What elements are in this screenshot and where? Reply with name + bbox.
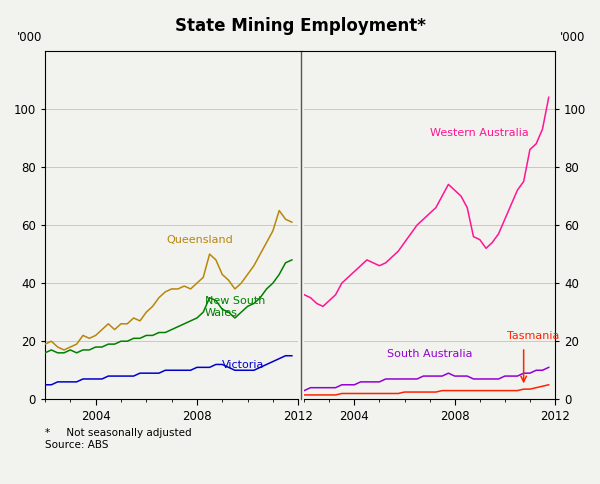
Text: '000: '000 [17,31,43,44]
Text: Victoria: Victoria [222,360,265,370]
Text: New South
Wales: New South Wales [205,296,265,318]
Text: Western Australia: Western Australia [430,128,529,138]
Text: Tasmania: Tasmania [508,331,560,341]
Text: State Mining Employment*: State Mining Employment* [175,17,425,35]
Text: South Australia: South Australia [387,348,472,359]
Text: Queensland: Queensland [167,235,233,245]
Text: *     Not seasonally adjusted
Source: ABS: * Not seasonally adjusted Source: ABS [45,428,191,450]
Text: '000: '000 [560,31,585,44]
